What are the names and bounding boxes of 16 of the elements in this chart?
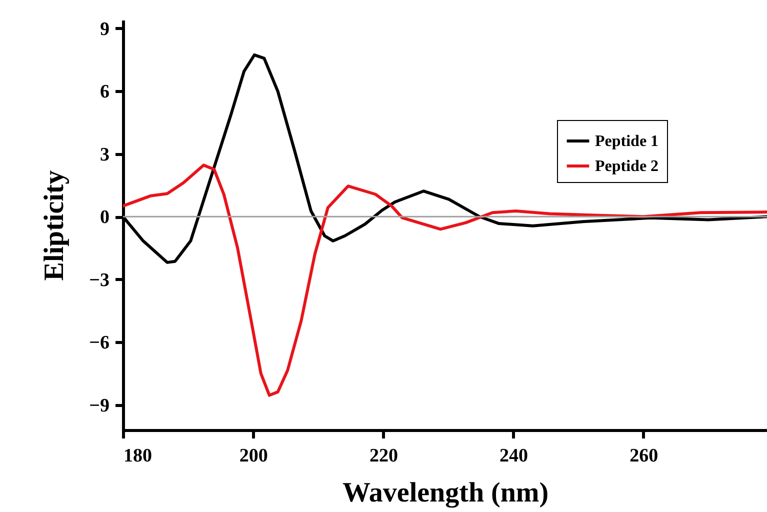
y-tick-label: 9 [100, 18, 110, 40]
x-tick-label: 220 [369, 446, 398, 466]
x-tick-label: 180 [124, 446, 152, 466]
x-axis-title: Wavelength (nm) [342, 478, 549, 508]
x-tick-label: 200 [239, 446, 268, 466]
y-tick-label: −6 [89, 332, 110, 354]
legend-label: Peptide 2 [595, 158, 659, 175]
y-tick-label: 0 [100, 207, 110, 228]
y-tick-label: −9 [89, 395, 110, 416]
legend-label: Peptide 1 [595, 133, 659, 150]
x-tick-label: 240 [500, 446, 528, 466]
y-axis-title: Elipticity [39, 170, 70, 281]
y-tick-label: −3 [89, 270, 110, 291]
x-tick-label: 260 [630, 446, 658, 466]
y-tick-label: 6 [100, 82, 110, 103]
y-tick-label: 3 [100, 144, 110, 166]
